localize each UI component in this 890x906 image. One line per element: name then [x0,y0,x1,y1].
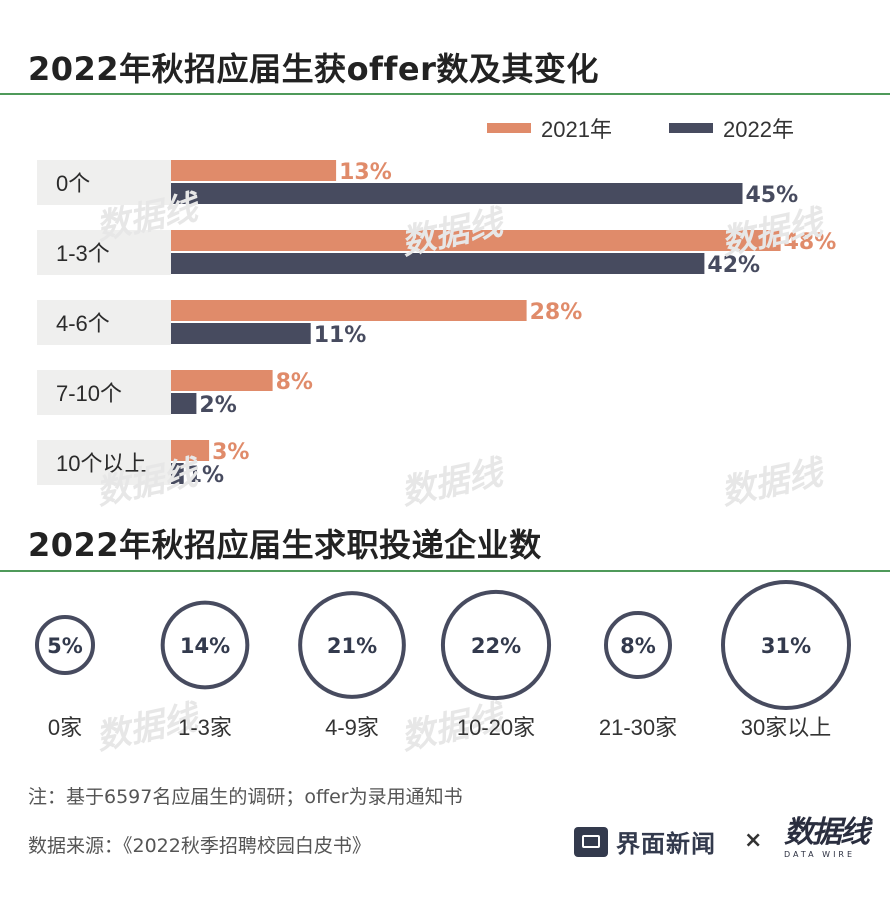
legend-label-2021: 2021年 [541,117,612,142]
category-label: 7-10个 [56,381,122,406]
bar-2021 [171,440,210,461]
bubble-value-label: 8% [620,634,656,658]
bubble-circle [298,591,406,699]
bubble-circle [721,580,851,710]
datawire-logo-sub: DATA WIRE [784,850,856,859]
bar-value-label: 2% [199,393,236,418]
title-rule [0,570,890,572]
bubble-circle [603,610,673,680]
bubble-circle [160,600,250,690]
bar-2022 [171,183,743,204]
bar-2021 [171,300,527,321]
bubble-circle [440,589,552,701]
bar-2021 [171,160,337,181]
bubble-category-label: 1-3家 [178,715,232,740]
bubble-circle [35,615,95,675]
category-label-bg [37,370,171,415]
bubble-category-label: 30家以上 [741,715,831,740]
bubble-value-label: 5% [47,634,83,658]
jiemian-brand: 界面新闻 [574,824,716,859]
bar-value-label: 48% [784,230,837,255]
title-rule [0,93,890,95]
bar-value-label: 3% [212,440,249,465]
datawire-logo-text: 数据线 [784,815,870,850]
chart-title-applications: 2022年秋招应届生求职投递企业数 [28,526,542,564]
bar-2022 [171,393,197,414]
footnote: 注：基于6597名应届生的调研；offer为录用通知书 [28,786,463,808]
bar-2022 [171,323,311,344]
jiemian-logo-icon [574,826,608,857]
bar-value-label: 42% [707,253,760,278]
source-note: 数据来源：《2022秋季招聘校园白皮书》 [28,835,371,857]
category-label-bg [37,160,171,205]
bar-value-label: 1% [187,463,224,488]
offer-bar-chart: 0个 13% 45% 1-3个 48% 42% 4-6个 28% 11% 7-10个 8% 2% 10个… [37,160,837,488]
bar-2022 [171,463,184,484]
category-label-bg [37,300,171,345]
bubble-value-label: 21% [327,634,377,658]
legend-swatch-2022 [669,123,713,133]
bubble-category-label: 21-30家 [599,715,677,740]
bubble-value-label: 31% [761,634,811,658]
bar-2021 [171,370,273,391]
legend-2021: 2021年 [487,112,612,144]
legend-swatch-2021 [487,123,531,133]
category-label: 10个以上 [56,451,146,476]
bubble-value-label: 14% [180,634,230,658]
bar-2021 [171,230,781,251]
chart-title-offers: 2022年秋招应届生获offer数及其变化 [28,50,599,88]
category-label-bg [37,230,171,275]
category-label: 1-3个 [56,241,110,266]
bar-value-label: 8% [276,370,313,395]
jiemian-brand-text: 界面新闻 [616,830,716,858]
bubble-category-label: 10-20家 [457,715,535,740]
application-bubble-chart: 5% 0家 14% 1-3家 21% 4-9家 22% 10-20家 8% 21-30家 31% 30… [35,580,851,740]
times-sign: × [744,828,763,853]
bar-value-label: 45% [746,183,799,208]
bar-2022 [171,253,705,274]
category-label-bg [37,440,171,485]
legend-label-2022: 2022年 [723,117,794,142]
category-label: 0个 [56,171,90,196]
bar-value-label: 13% [339,160,392,185]
bubble-category-label: 4-9家 [325,715,379,740]
bar-value-label: 11% [314,323,367,348]
bar-value-label: 28% [530,300,583,325]
datawire-logo: 数据线 DATA WIRE [784,818,872,872]
legend-2022: 2022年 [669,112,794,144]
category-label: 4-6个 [56,311,110,336]
bubble-value-label: 22% [471,634,521,658]
bubble-category-label: 0家 [48,715,82,740]
